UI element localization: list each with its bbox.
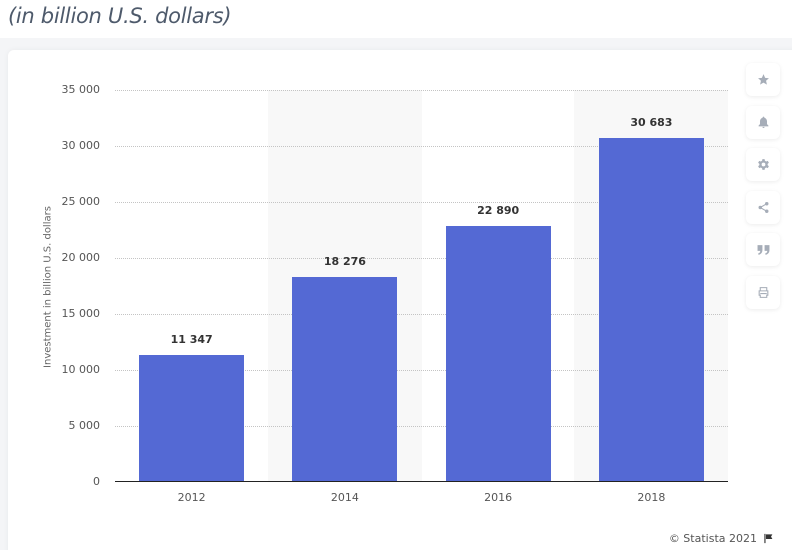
x-tick-label: 2014 (330, 491, 359, 504)
gridline (115, 202, 728, 203)
bar-2016[interactable] (445, 225, 551, 482)
notification-button[interactable] (746, 105, 780, 139)
y-tick-label: 30 000 (61, 139, 101, 152)
y-tick-label: 25 000 (61, 195, 101, 208)
y-tick-label: 10 000 (61, 363, 101, 376)
x-axis-line (115, 481, 728, 482)
star-icon (757, 74, 769, 85)
bar-value-label: 22 890 (477, 203, 520, 217)
settings-button[interactable] (746, 148, 780, 181)
gridline (115, 426, 728, 427)
bell-icon (758, 116, 768, 128)
copyright-link[interactable]: © Statista 2021 (668, 532, 757, 545)
gridline (115, 314, 728, 315)
bar-value-label: 18 276 (323, 255, 366, 269)
share-icon (758, 201, 768, 213)
print-button[interactable] (746, 275, 780, 309)
gear-icon (757, 159, 769, 170)
cite-button[interactable] (746, 233, 780, 266)
flag-icon[interactable] (763, 533, 774, 544)
gridline (115, 90, 728, 91)
bar-2018[interactable] (598, 138, 704, 482)
y-tick-label: 15 000 (61, 307, 101, 320)
x-tick-label: 2012 (177, 491, 206, 504)
y-tick-label: 20 000 (61, 251, 101, 264)
y-axis-label: Investment in billion U.S. dollars (42, 206, 54, 368)
y-tick-label: 5 000 (68, 419, 101, 432)
gridline (115, 146, 728, 147)
share-button[interactable] (746, 190, 780, 224)
favorite-button[interactable] (746, 63, 780, 96)
printer-icon (758, 286, 768, 298)
x-tick-label: 2018 (637, 491, 666, 504)
bar-2012[interactable] (139, 354, 245, 482)
chart-subtitle: (in billion U.S. dollars) (8, 4, 232, 28)
x-tick-label: 2016 (484, 491, 513, 504)
y-tick-label: 0 (93, 475, 100, 488)
bar-2014[interactable] (292, 277, 398, 482)
quote-icon (757, 244, 769, 255)
y-tick-label: 35 000 (61, 83, 101, 96)
bar-value-label: 30 683 (630, 116, 673, 130)
bar-value-label: 11 347 (170, 332, 213, 346)
chart-toolbar (746, 63, 780, 318)
gridline (115, 258, 728, 259)
gridline (115, 370, 728, 371)
plot-area: 11 347 18 276 22 890 30 683 (115, 90, 728, 482)
footer: © Statista 2021 (669, 532, 774, 545)
